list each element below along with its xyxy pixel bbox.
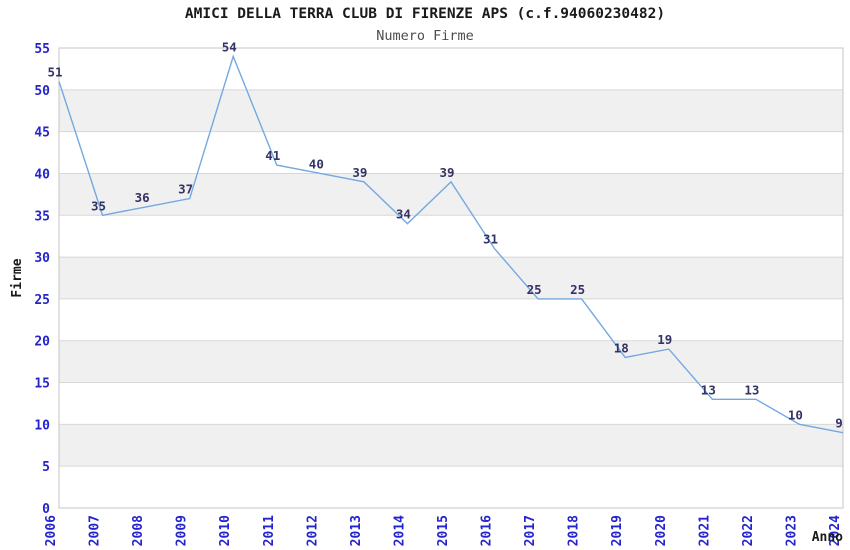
data-point-label: 10 xyxy=(788,407,803,422)
data-point-label: 31 xyxy=(483,232,498,247)
y-tick-label: 50 xyxy=(34,84,50,99)
x-tick-label: 2010 xyxy=(218,515,233,546)
data-point-label: 54 xyxy=(222,39,237,54)
data-point-label: 13 xyxy=(744,382,759,397)
plot-border xyxy=(58,47,844,509)
data-point-label: 39 xyxy=(352,165,367,180)
plot-band xyxy=(59,340,843,383)
chart-title: AMICI DELLA TERRA CLUB DI FIRENZE APS (c… xyxy=(185,6,665,22)
data-point-label: 25 xyxy=(527,282,542,297)
x-tick-label: 2006 xyxy=(44,515,59,546)
data-point-labels: 51 35 36 37 54 41 40 39 34 39 31 25 25 18 19 13 13 10 9 xyxy=(47,39,842,430)
x-axis-label: Anno xyxy=(812,530,843,545)
x-tick-label: 2017 xyxy=(523,515,538,546)
y-tick-label: 0 xyxy=(42,502,50,517)
data-point-label: 40 xyxy=(309,156,324,171)
x-tick-label: 2008 xyxy=(131,515,146,546)
y-tick-label: 55 xyxy=(34,42,50,57)
data-point-label: 41 xyxy=(265,148,280,163)
data-point-label: 34 xyxy=(396,207,411,222)
y-tick-label: 35 xyxy=(34,209,50,224)
x-tick-label: 2016 xyxy=(480,515,495,546)
plot-band xyxy=(59,89,843,132)
data-point-label: 36 xyxy=(135,190,150,205)
y-tick-label: 5 xyxy=(42,460,50,475)
y-tick-label: 10 xyxy=(34,418,50,433)
x-tick-label: 2007 xyxy=(88,515,103,546)
x-tick-label: 2009 xyxy=(175,515,190,546)
x-tick-label: 2015 xyxy=(436,515,451,546)
y-axis-tick-labels: 0 5 10 15 20 25 30 35 40 45 50 55 xyxy=(34,42,50,517)
x-tick-label: 2018 xyxy=(567,515,582,546)
y-tick-label: 30 xyxy=(34,251,50,266)
y-tick-label: 15 xyxy=(34,377,50,392)
data-point-label: 19 xyxy=(657,332,672,347)
data-line xyxy=(58,54,844,434)
y-tick-label: 25 xyxy=(34,293,50,308)
y-axis-label: Firme xyxy=(10,258,25,297)
x-tick-label: 2023 xyxy=(784,515,799,546)
data-point-label: 25 xyxy=(570,282,585,297)
plot-band xyxy=(59,424,843,467)
x-axis-tick-labels: 2006 2007 2008 2009 2010 2011 2012 2013 2014 2015… xyxy=(44,515,843,546)
band-layer xyxy=(59,89,843,467)
x-tick-label: 2021 xyxy=(697,515,712,546)
y-tick-label: 20 xyxy=(34,335,50,350)
data-point-label: 39 xyxy=(439,165,454,180)
x-tick-label: 2014 xyxy=(392,515,407,546)
grid-layer xyxy=(59,89,843,467)
plot-band xyxy=(59,257,843,299)
x-tick-label: 2013 xyxy=(349,515,364,546)
y-tick-label: 45 xyxy=(34,126,50,141)
data-point-label: 18 xyxy=(614,340,629,355)
data-point-label: 37 xyxy=(178,182,193,197)
x-tick-label: 2022 xyxy=(741,515,756,546)
chart-subtitle: Numero Firme xyxy=(376,28,474,44)
data-point-label: 51 xyxy=(47,64,62,79)
data-point-label: 13 xyxy=(701,382,716,397)
data-point-label: 35 xyxy=(91,198,106,213)
x-tick-label: 2011 xyxy=(262,515,277,546)
plot-band xyxy=(59,173,843,216)
x-tick-label: 2024 xyxy=(828,515,843,546)
x-tick-label: 2019 xyxy=(610,515,625,546)
data-point-label: 9 xyxy=(835,416,843,431)
x-tick-label: 2020 xyxy=(654,515,669,546)
x-tick-label: 2012 xyxy=(305,515,320,546)
y-tick-label: 40 xyxy=(34,167,50,182)
